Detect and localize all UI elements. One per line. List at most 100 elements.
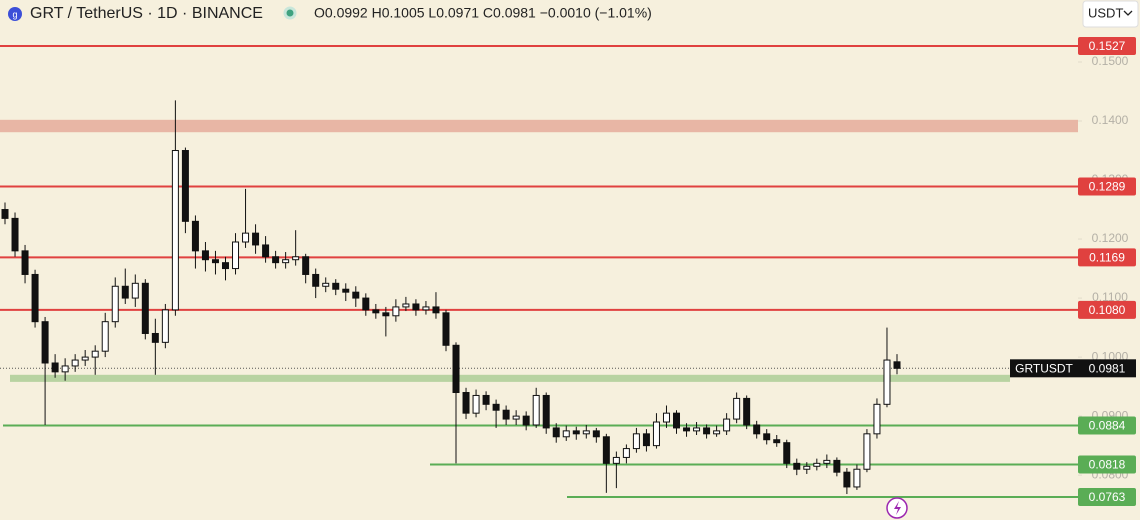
candle	[582, 424, 590, 439]
candle-body	[743, 397, 751, 426]
candle-body	[211, 259, 219, 264]
currency-button[interactable]: USDT	[1082, 0, 1139, 28]
candle	[612, 451, 620, 489]
candle	[312, 268, 320, 299]
symbol-tag-bg	[1010, 359, 1078, 378]
candle-body	[843, 471, 851, 488]
candle-body	[101, 321, 109, 352]
candle-body	[31, 273, 39, 323]
candle-body	[592, 430, 600, 438]
candle-body	[813, 462, 821, 467]
candle	[402, 296, 410, 312]
candle	[703, 424, 711, 439]
candle-body	[703, 427, 711, 435]
candle-body	[452, 344, 460, 394]
level-badge	[1078, 300, 1136, 319]
candle-body	[151, 332, 159, 343]
candle-body	[803, 465, 811, 470]
candle	[492, 399, 500, 428]
candle	[753, 420, 761, 439]
candle-body	[242, 232, 250, 243]
candle-body	[572, 430, 580, 435]
candle	[773, 435, 781, 447]
level-label: 0.0884	[1089, 419, 1126, 433]
alert-icon[interactable]	[886, 497, 908, 519]
candle	[843, 468, 851, 495]
level-label: 0.1169	[1089, 251, 1125, 265]
candle-body	[51, 362, 59, 373]
candle-body	[282, 259, 290, 264]
candle	[853, 464, 861, 490]
candle	[823, 454, 831, 469]
currency-label[interactable]: USDT	[1088, 5, 1123, 20]
candle	[11, 212, 19, 257]
chart-title: GRT / TetherUS · 1D · BINANCE	[30, 5, 263, 22]
candle	[372, 303, 380, 319]
candle	[532, 387, 540, 428]
candle	[572, 426, 580, 440]
candle-body	[642, 433, 650, 447]
candle-body	[181, 150, 189, 222]
candle-body	[171, 150, 179, 311]
y-tick-label: 0.1200	[1092, 231, 1129, 245]
candle	[642, 429, 650, 452]
candle	[392, 299, 400, 322]
candle	[743, 395, 751, 430]
level-badge	[1078, 248, 1136, 267]
candle	[322, 277, 330, 293]
candle	[171, 100, 179, 316]
candle-body	[793, 462, 801, 470]
candle	[21, 244, 29, 284]
candle	[141, 279, 149, 340]
candle-body	[161, 309, 169, 343]
candle-body	[372, 309, 380, 314]
candle-body	[412, 303, 420, 311]
candle-body	[612, 456, 620, 464]
candle	[482, 391, 490, 411]
candle	[242, 188, 250, 248]
level-label: 0.1289	[1089, 180, 1126, 194]
level-label: 0.1527	[1089, 39, 1126, 53]
candle	[893, 354, 901, 375]
candle	[522, 411, 530, 431]
candle	[161, 303, 169, 349]
candle	[652, 413, 660, 449]
candle	[232, 233, 240, 275]
candle	[833, 457, 841, 477]
candle	[562, 425, 570, 441]
candle	[41, 316, 49, 425]
candle-body	[312, 273, 320, 287]
level-badge	[1078, 487, 1136, 506]
price-tag-bg	[1078, 359, 1136, 378]
candle-body	[382, 312, 390, 317]
candle	[412, 299, 420, 316]
candle-body	[322, 282, 330, 287]
candle-body	[753, 424, 761, 435]
svg-text:g: g	[12, 9, 17, 19]
candle-body	[622, 448, 630, 458]
candle-body	[392, 306, 400, 317]
candle	[733, 392, 741, 424]
candle-body	[302, 256, 310, 275]
level-badge	[1078, 177, 1136, 196]
candle	[61, 358, 69, 381]
candle	[803, 462, 811, 474]
candle-body	[873, 403, 881, 435]
candle	[622, 444, 630, 464]
candle	[422, 301, 430, 315]
candle-body	[91, 350, 99, 358]
candle-body	[332, 282, 340, 290]
candle-body	[292, 256, 300, 261]
candle	[673, 410, 681, 434]
candle-body	[232, 241, 240, 270]
candle	[51, 354, 59, 378]
candle-body	[552, 427, 560, 438]
candle-body	[662, 412, 670, 423]
candle-body	[823, 459, 831, 464]
candle-body	[863, 433, 871, 470]
candle	[632, 427, 640, 453]
candle	[282, 252, 290, 269]
candle-body	[131, 282, 139, 299]
